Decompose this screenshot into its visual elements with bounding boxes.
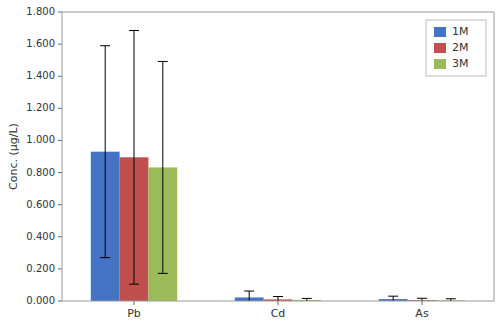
error-bar-cap bbox=[100, 45, 110, 46]
y-tick-label: 0.400 bbox=[26, 231, 55, 242]
error-bar-cap bbox=[273, 296, 283, 297]
x-tick-label: Pb bbox=[127, 307, 141, 320]
y-tick-label: 0.600 bbox=[26, 199, 55, 210]
error-bar-cap bbox=[302, 298, 312, 299]
error-bar-cap bbox=[129, 30, 139, 31]
y-tick-label: 0.800 bbox=[26, 167, 55, 178]
legend-box bbox=[426, 20, 486, 76]
y-tick-label: 0.200 bbox=[26, 263, 55, 274]
y-tick bbox=[58, 76, 62, 77]
legend-swatch bbox=[434, 27, 446, 37]
chart-container: 0.000 0.200 0.400 0.600 0.800 1.000 1.200 1.400… bbox=[0, 0, 504, 331]
error-bar-stem bbox=[393, 296, 394, 301]
y-tick bbox=[58, 236, 62, 237]
y-tick-label: 1.200 bbox=[26, 102, 55, 113]
legend-swatch bbox=[434, 59, 446, 69]
plot-marks bbox=[91, 30, 465, 301]
y-tick bbox=[58, 12, 62, 13]
plot-frame bbox=[62, 12, 494, 301]
y-tick-label: 1.600 bbox=[26, 38, 55, 49]
y-tick bbox=[58, 108, 62, 109]
error-bar-cap bbox=[417, 298, 427, 299]
y-tick bbox=[58, 140, 62, 141]
error-bar-cap bbox=[100, 257, 110, 258]
error-bar bbox=[244, 291, 254, 301]
y-tick-label: 1.800 bbox=[26, 6, 55, 17]
x-tick bbox=[278, 301, 279, 305]
error-bar bbox=[388, 296, 398, 301]
error-bar-cap bbox=[388, 296, 398, 297]
error-bar-stem bbox=[134, 30, 135, 284]
x-tick-label: Cd bbox=[271, 307, 286, 320]
y-tick bbox=[58, 268, 62, 269]
chart: 0.000 0.200 0.400 0.600 0.800 1.000 1.200 1.400… bbox=[0, 0, 504, 331]
x-tick bbox=[422, 301, 423, 305]
y-axis-label: Conc. (μg/L) bbox=[7, 123, 20, 190]
legend-label: 2M bbox=[452, 41, 469, 54]
error-bar-stem bbox=[249, 291, 250, 301]
x-tick-label: As bbox=[415, 307, 429, 320]
legend: 1M 2M 3M bbox=[426, 20, 486, 76]
y-tick bbox=[58, 172, 62, 173]
error-bar-cap bbox=[158, 61, 168, 62]
error-bar-cap bbox=[446, 298, 456, 299]
error-bar bbox=[273, 297, 283, 301]
error-bar-cap bbox=[129, 284, 139, 285]
legend-label: 1M bbox=[452, 25, 469, 38]
legend-swatch bbox=[434, 43, 446, 53]
error-bar-cap bbox=[244, 291, 254, 292]
error-bar-stem bbox=[278, 297, 279, 301]
error-bar bbox=[129, 30, 139, 284]
y-tick bbox=[58, 44, 62, 45]
error-bar-cap bbox=[158, 273, 168, 274]
y-tick bbox=[58, 301, 62, 302]
error-bar bbox=[100, 46, 110, 258]
error-bar-stem bbox=[162, 61, 163, 273]
x-tick bbox=[134, 301, 135, 305]
y-tick-label: 1.000 bbox=[26, 134, 55, 145]
y-tick bbox=[58, 204, 62, 205]
legend-label: 3M bbox=[452, 57, 469, 70]
y-tick-label: 0.000 bbox=[26, 295, 55, 306]
error-bar-stem bbox=[105, 46, 106, 258]
y-tick-label: 1.400 bbox=[26, 70, 55, 81]
error-bar bbox=[158, 61, 168, 273]
